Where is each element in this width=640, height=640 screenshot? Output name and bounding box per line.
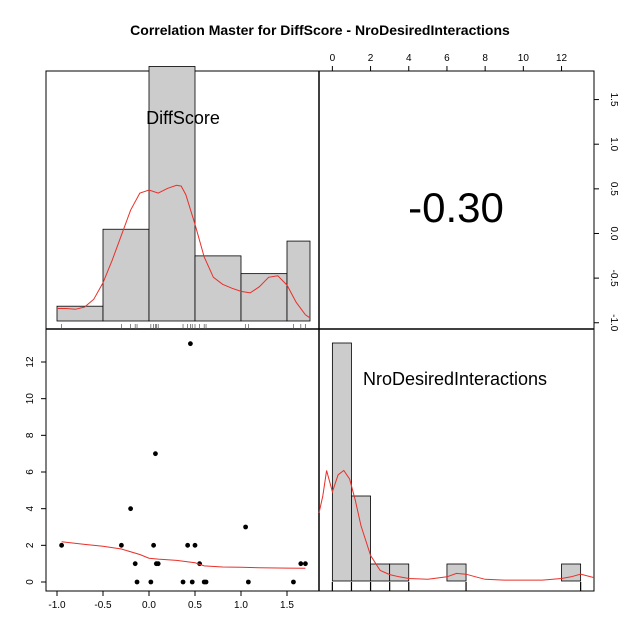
right-axis-tick-label: 0.5 <box>608 182 619 196</box>
right-axis-tick-label: -0.5 <box>608 269 619 287</box>
bottom-axis-tick-label: -0.5 <box>94 600 112 611</box>
nro-hist-bar <box>446 563 467 582</box>
scatter-point <box>188 341 193 347</box>
left-axis-tick-label: 2 <box>25 542 36 548</box>
bottom-axis-tick-label: 0.5 <box>188 600 202 611</box>
diffscore-histogram <box>56 66 311 329</box>
scatter-point <box>134 579 140 585</box>
scatter-point <box>180 579 186 585</box>
top-axis-tick-label: 6 <box>444 53 450 64</box>
scatter-point <box>155 561 161 567</box>
diffscore-hist-bar <box>102 228 150 322</box>
diffscore-density-line <box>57 184 311 319</box>
left-axis-tick-label: 4 <box>25 505 36 511</box>
nro-hist-bar <box>561 563 582 582</box>
variable-label-diffscore: DiffScore <box>146 108 220 128</box>
bottom-axis-tick-label: 1.5 <box>280 600 294 611</box>
right-axis-tick-label: -1.0 <box>608 314 619 332</box>
scatter-point <box>291 579 296 585</box>
left-axis-tick-label: 0 <box>25 579 36 585</box>
diffscore-hist-bar <box>240 273 288 322</box>
scatter-panel <box>59 341 308 585</box>
nro-hist-bar <box>370 563 391 582</box>
panel-bottom-left-frame <box>45 328 320 592</box>
scatter-point <box>243 524 249 530</box>
top-axis-tick-label: 8 <box>482 53 488 64</box>
scatter-point <box>203 579 209 585</box>
scatter-point <box>151 542 157 548</box>
left-axis-tick-label: 8 <box>25 432 36 438</box>
top-axis-tick-label: 2 <box>368 53 374 64</box>
scatter-point <box>189 579 195 585</box>
chart-title: Correlation Master for DiffScore - NroDe… <box>130 22 510 38</box>
diffscore-hist-bar <box>148 66 196 322</box>
nro-hist-bar <box>331 342 352 582</box>
top-axis-tick-label: 4 <box>406 53 412 64</box>
scatter-point <box>153 451 158 457</box>
axes: 0 2 4 6 8 10 12 -1.0 -0.5 0.0 0.5 1.0 1.5 0 2 4 6 8 10 12 -1… <box>25 53 619 611</box>
left-axis-tick-label: 12 <box>25 356 36 368</box>
variable-label-nro: NroDesiredInteractions <box>363 369 547 389</box>
bottom-axis-tick-label: 0.0 <box>142 600 156 611</box>
bottom-axis-tick-label: -1.0 <box>48 600 66 611</box>
scatter-point <box>192 542 198 548</box>
top-axis-tick-label: 12 <box>556 53 568 64</box>
nro-hist-bar <box>389 563 410 582</box>
scatter-point <box>148 579 154 585</box>
left-axis-tick-label: 6 <box>25 469 36 475</box>
top-axis-tick-label: 0 <box>330 53 336 64</box>
right-axis-tick-label: 1.5 <box>608 93 619 107</box>
left-axis-tick-label: 10 <box>25 393 36 405</box>
scatter-smooth-line <box>61 541 306 569</box>
scatter-point <box>59 542 64 548</box>
scatter-point <box>119 542 124 548</box>
scatter-point <box>298 561 304 567</box>
nro-density-line <box>318 469 595 581</box>
nro-histogram <box>318 342 595 591</box>
scatter-point <box>303 561 308 567</box>
scatter-point <box>132 561 138 567</box>
right-axis-tick-label: 0.0 <box>608 227 619 241</box>
bottom-axis-tick-label: 1.0 <box>234 600 248 611</box>
top-axis-tick-label: 10 <box>518 53 530 64</box>
scatter-point <box>245 579 251 585</box>
scatter-point <box>185 542 191 548</box>
correlation-value: -0.30 <box>408 184 504 231</box>
diffscore-hist-bar <box>286 240 311 322</box>
scatter-point <box>128 506 134 512</box>
nro-hist-bar <box>351 495 371 582</box>
diffscore-hist-bar <box>194 255 242 322</box>
right-axis-tick-label: 1.0 <box>608 137 619 151</box>
